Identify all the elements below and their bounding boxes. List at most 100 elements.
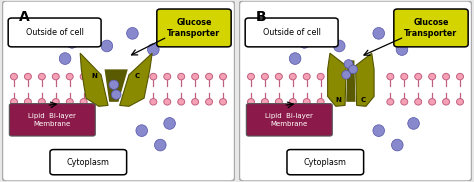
Ellipse shape [109,80,118,89]
Ellipse shape [80,99,87,105]
Text: N: N [91,73,97,79]
Ellipse shape [155,139,166,151]
Ellipse shape [317,99,324,105]
Ellipse shape [317,73,324,80]
Ellipse shape [10,99,18,105]
Ellipse shape [262,99,268,105]
Polygon shape [119,53,152,106]
Text: Cytoplasm: Cytoplasm [67,158,110,167]
Ellipse shape [289,73,296,80]
Ellipse shape [25,99,31,105]
Ellipse shape [164,99,171,105]
Text: Outside of cell: Outside of cell [26,28,83,37]
Ellipse shape [25,73,31,80]
Ellipse shape [289,53,301,64]
Ellipse shape [164,118,175,129]
Ellipse shape [206,99,212,105]
Ellipse shape [38,73,46,80]
Ellipse shape [262,73,268,80]
Ellipse shape [299,37,310,48]
Text: C: C [135,73,140,79]
FancyBboxPatch shape [246,104,332,136]
Ellipse shape [443,99,449,105]
Ellipse shape [206,73,212,80]
Ellipse shape [150,99,157,105]
Ellipse shape [456,73,464,80]
Polygon shape [328,53,346,106]
Ellipse shape [401,73,408,80]
FancyBboxPatch shape [394,9,468,47]
Text: Outside of cell: Outside of cell [263,28,320,37]
Ellipse shape [443,73,449,80]
Ellipse shape [247,99,255,105]
Ellipse shape [303,99,310,105]
Ellipse shape [275,99,283,105]
FancyBboxPatch shape [2,1,235,181]
Ellipse shape [191,73,199,80]
Ellipse shape [396,44,408,55]
Ellipse shape [428,99,436,105]
Ellipse shape [66,73,73,80]
Ellipse shape [178,73,185,80]
FancyBboxPatch shape [157,9,231,47]
Ellipse shape [387,99,394,105]
Text: Glucose
Transporter: Glucose Transporter [404,18,457,38]
Polygon shape [356,53,374,106]
Polygon shape [105,69,128,102]
Ellipse shape [219,73,227,80]
Ellipse shape [408,118,419,129]
Text: N: N [335,97,341,103]
Ellipse shape [415,99,422,105]
Text: Lipid  Bi-layer
Membrane: Lipid Bi-layer Membrane [28,113,76,126]
Text: C: C [361,97,366,103]
Ellipse shape [373,27,384,39]
Ellipse shape [342,70,351,79]
FancyBboxPatch shape [50,150,127,175]
Ellipse shape [52,73,59,80]
Ellipse shape [303,73,310,80]
Ellipse shape [392,139,403,151]
Text: A: A [18,10,29,24]
Ellipse shape [52,99,59,105]
Ellipse shape [219,99,227,105]
Ellipse shape [111,90,121,99]
FancyBboxPatch shape [8,18,101,47]
Ellipse shape [80,19,92,30]
Text: Glucose
Transporter: Glucose Transporter [167,18,220,38]
Ellipse shape [275,24,287,36]
Ellipse shape [456,99,464,105]
Ellipse shape [312,19,324,30]
Ellipse shape [80,73,87,80]
Ellipse shape [333,40,345,52]
Ellipse shape [344,60,353,68]
Ellipse shape [136,125,147,136]
Ellipse shape [38,99,46,105]
Ellipse shape [66,37,78,48]
FancyBboxPatch shape [287,150,364,175]
Ellipse shape [247,73,255,80]
Ellipse shape [10,73,18,80]
Ellipse shape [275,73,283,80]
Ellipse shape [387,73,394,80]
Polygon shape [346,60,356,102]
Ellipse shape [289,99,296,105]
Ellipse shape [48,24,59,36]
Ellipse shape [59,53,71,64]
Ellipse shape [415,73,422,80]
Ellipse shape [373,125,384,136]
Ellipse shape [428,73,436,80]
Ellipse shape [178,99,185,105]
Polygon shape [80,53,108,106]
Ellipse shape [401,99,408,105]
Ellipse shape [147,44,159,55]
Ellipse shape [349,65,357,74]
Ellipse shape [127,27,138,39]
FancyBboxPatch shape [9,104,95,136]
Text: Lipid  Bi-layer
Membrane: Lipid Bi-layer Membrane [265,113,313,126]
Ellipse shape [164,73,171,80]
FancyBboxPatch shape [245,18,338,47]
Ellipse shape [191,99,199,105]
Ellipse shape [101,40,113,52]
Text: B: B [255,10,266,24]
Ellipse shape [150,73,157,80]
